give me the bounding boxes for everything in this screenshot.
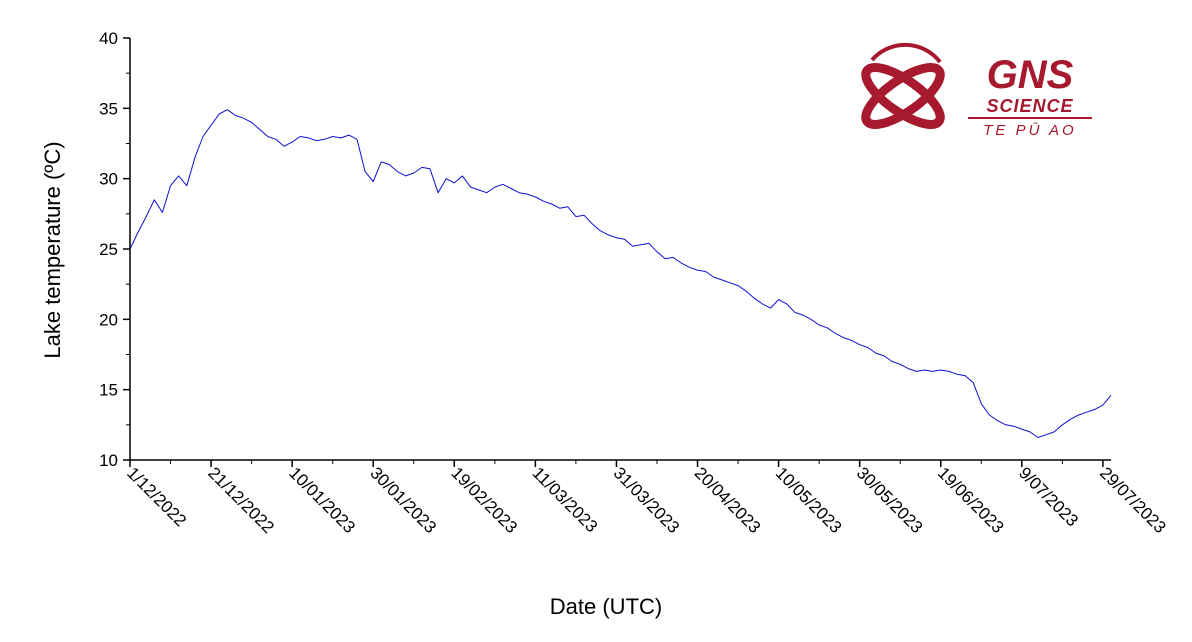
x-tick-label: 29/07/2023: [1096, 463, 1170, 537]
y-axis-title: Lake temperature (ºC): [40, 141, 65, 358]
plot-area: [129, 109, 1112, 438]
x-tick-label: 30/05/2023: [853, 463, 927, 537]
x-tick-label: 19/02/2023: [447, 463, 521, 537]
y-tick-label: 35: [99, 99, 118, 118]
y-axis-ticks: 10 15 20 25 30 35 40: [99, 29, 130, 470]
x-tick-label: 21/12/2022: [204, 463, 278, 537]
series-line-lake-temperature: [129, 109, 1112, 438]
x-tick-label: 31/03/2023: [610, 463, 684, 537]
logo-gns-text: GNS: [987, 53, 1074, 97]
logo-science-text: SCIENCE: [986, 96, 1073, 116]
x-tick-label: 30/01/2023: [366, 463, 440, 537]
y-tick-label: 30: [99, 170, 118, 189]
x-tick-label: 11/03/2023: [529, 463, 602, 536]
logo-te-pu-ao-text: TE PŪ AO: [983, 122, 1076, 139]
y-tick-label: 25: [99, 240, 118, 259]
x-tick-label: 19/06/2023: [934, 463, 1008, 537]
y-tick-label: 10: [99, 451, 118, 470]
x-tick-label: 1/12/2022: [123, 463, 190, 530]
x-axis-title: Date (UTC): [550, 594, 662, 619]
y-tick-label: 40: [99, 29, 118, 48]
gns-science-logo: GNS SCIENCE TE PŪ AO: [861, 42, 1092, 139]
x-tick-label: 20/04/2023: [691, 463, 765, 537]
y-tick-label: 20: [99, 310, 118, 329]
x-tick-label: 9/07/2023: [1015, 463, 1082, 530]
y-tick-label: 15: [99, 381, 118, 400]
x-tick-label: 10/01/2023: [285, 463, 359, 537]
x-tick-label: 10/05/2023: [772, 463, 846, 537]
x-axis-ticks: 1/12/2022 21/12/2022 10/01/2023 30/01/2023 1…: [123, 460, 1170, 537]
gns-atom-emblem-icon: [861, 42, 945, 129]
